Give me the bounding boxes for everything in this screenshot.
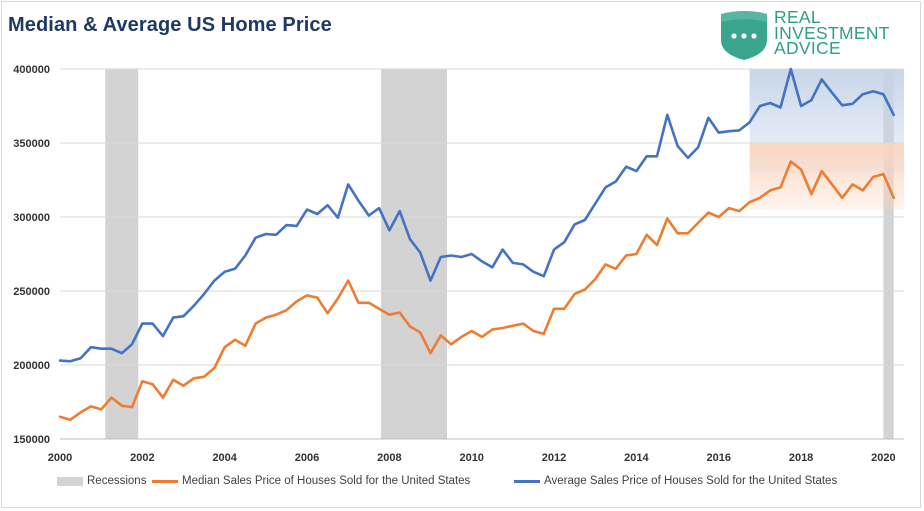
logo-line-1: REAL	[774, 7, 821, 27]
legend-swatch-1	[57, 476, 83, 486]
legend-label-1: Recessions	[87, 475, 147, 487]
average-price-line	[58, 67, 896, 363]
x-tick-label-2020: 2020	[871, 452, 895, 464]
x-tick-label-2008: 2008	[377, 452, 401, 464]
legend-item-1: Recessions	[57, 475, 146, 487]
y-axis-ticks: 150000 200000 250000 300000 350000 400000	[13, 64, 50, 446]
x-axis-ticks: 2000 2002 2004 2006 2008 2010 2012 2014 2016 2018…	[48, 438, 904, 464]
y-tick-label-300000: 300000	[13, 212, 50, 224]
recession-band-2	[381, 69, 448, 439]
highlight-regions	[749, 69, 904, 210]
y-tick-label-250000: 250000	[13, 286, 50, 298]
series-lines	[58, 67, 896, 422]
x-tick-label-2016: 2016	[706, 452, 730, 464]
y-tick-label-200000: 200000	[13, 360, 50, 372]
y-tick-label-350000: 350000	[13, 138, 50, 150]
recession-band-3	[883, 69, 894, 439]
legend-label-3: Average Sales Price of Houses Sold for t…	[544, 475, 838, 487]
recession-band-1	[105, 69, 139, 439]
real-investment-advice-logo	[721, 11, 767, 60]
x-tick-label-2012: 2012	[542, 452, 566, 464]
recession-bands	[105, 69, 894, 439]
logo-line-2: INVESTMENT	[774, 22, 890, 43]
legend-label-2: Median Sales Price of Houses Sold for th…	[182, 475, 471, 487]
x-tick-label-2014: 2014	[624, 452, 649, 464]
x-tick-label-2010: 2010	[459, 452, 483, 464]
y-tick-label-150000: 150000	[13, 434, 50, 446]
chart-legend: Recessions Median Sales Price of Houses S…	[0, 475, 924, 493]
legend-swatch-2	[152, 479, 178, 483]
x-tick-label-2004: 2004	[212, 452, 237, 464]
legend-swatch-3	[514, 479, 540, 483]
x-tick-label-2000: 2000	[48, 452, 72, 464]
chart-title: Median & Average US Home Price	[8, 14, 332, 36]
legend-item-2: Median Sales Price of Houses Sold for th…	[152, 475, 470, 487]
x-tick-label-2018: 2018	[789, 452, 813, 464]
x-tick-label-2006: 2006	[295, 452, 319, 464]
median-price-line	[58, 160, 896, 422]
logo-line-3: ADVICE	[774, 38, 841, 58]
x-tick-label-2002: 2002	[130, 452, 154, 464]
y-tick-label-400000: 400000	[13, 64, 50, 76]
legend-item-3: Average Sales Price of Houses Sold for t…	[514, 475, 837, 487]
logo-wordmark: REAL INVESTMENT ADVICE	[774, 7, 890, 58]
